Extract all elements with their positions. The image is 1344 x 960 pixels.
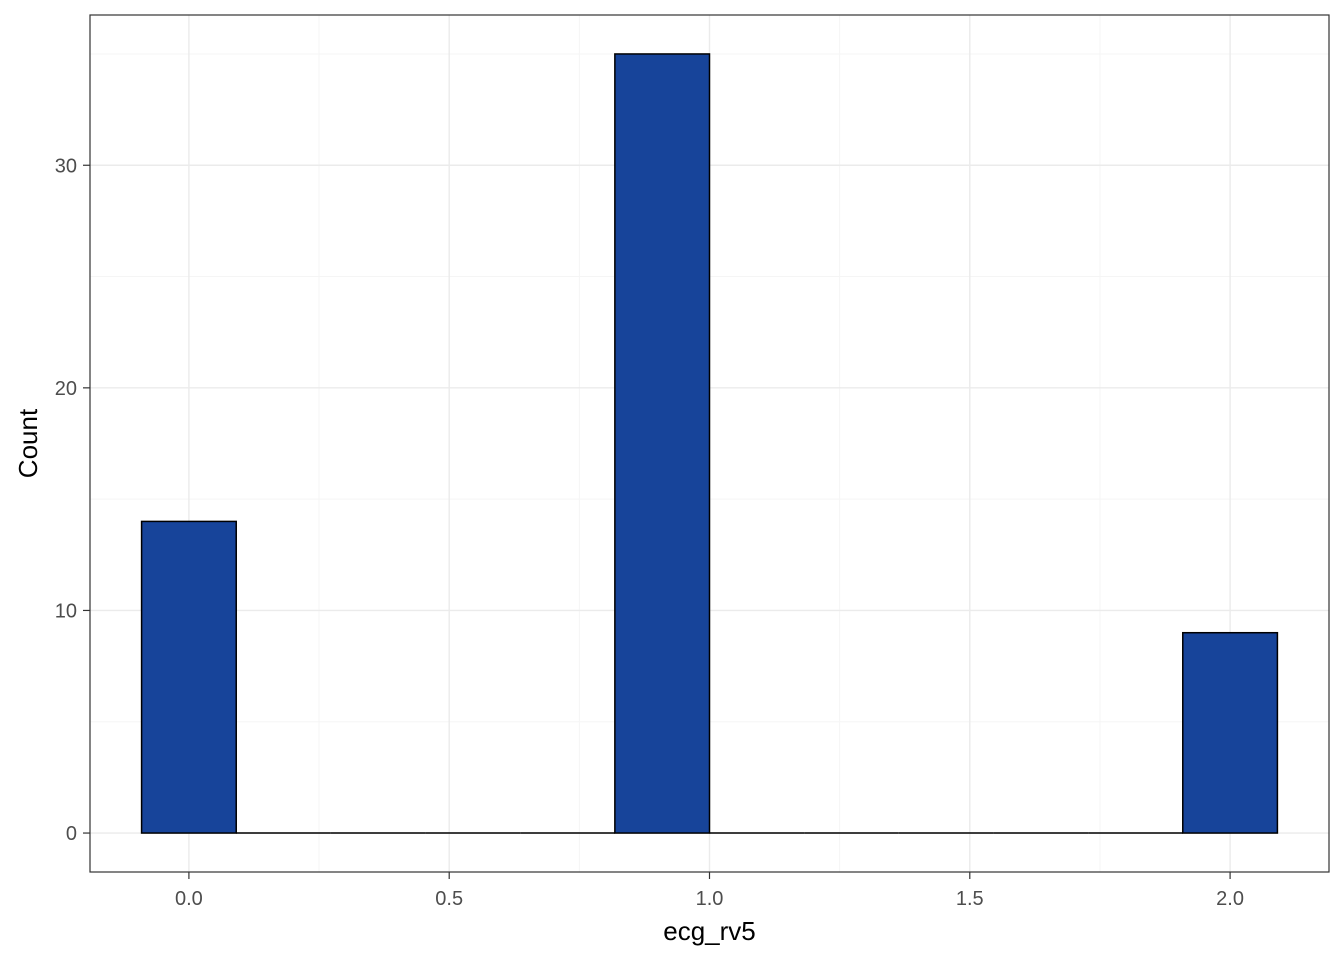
x-tick-label: 0.5 (435, 888, 463, 910)
histogram-bar (1182, 631, 1279, 834)
histogram-bar (140, 520, 237, 834)
axis-ticks: 0.0 0.5 1.0 1.5 2.0 0 10 20 30 (55, 155, 1244, 910)
x-axis-title: ecg_rv5 (663, 916, 756, 946)
y-axis-title: Count (13, 408, 43, 478)
x-tick-label: 2.0 (1216, 888, 1244, 910)
y-tick-label: 0 (66, 823, 77, 845)
y-tick-label: 30 (55, 155, 77, 177)
histogram-bars (140, 53, 1279, 834)
histogram-bar (614, 53, 711, 834)
y-tick-label: 20 (55, 378, 77, 400)
x-tick-label: 1.5 (956, 888, 984, 910)
y-tick-label: 10 (55, 600, 77, 622)
x-tick-label: 0.0 (175, 888, 203, 910)
x-tick-label: 1.0 (696, 888, 724, 910)
